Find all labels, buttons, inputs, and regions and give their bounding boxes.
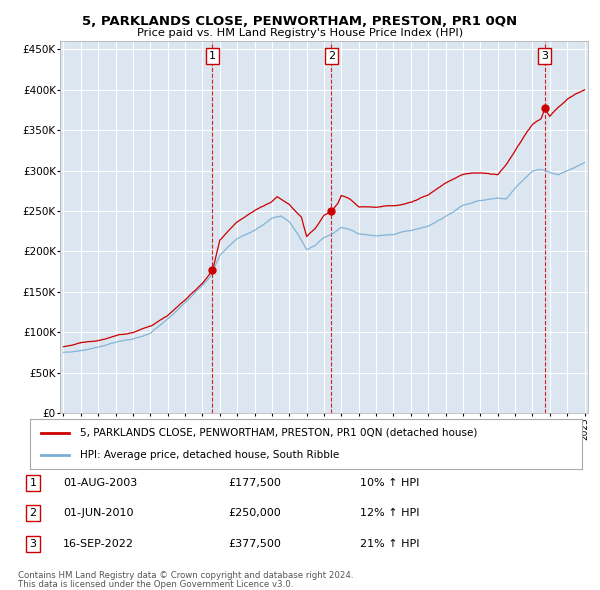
Text: £250,000: £250,000 <box>228 509 281 518</box>
Text: 16-SEP-2022: 16-SEP-2022 <box>63 539 134 549</box>
Text: 3: 3 <box>29 539 37 549</box>
Text: 1: 1 <box>209 51 216 61</box>
Text: 01-JUN-2010: 01-JUN-2010 <box>63 509 133 518</box>
Text: This data is licensed under the Open Government Licence v3.0.: This data is licensed under the Open Gov… <box>18 579 293 589</box>
Text: 01-AUG-2003: 01-AUG-2003 <box>63 478 137 487</box>
Text: 10% ↑ HPI: 10% ↑ HPI <box>360 478 419 487</box>
Text: 1: 1 <box>29 478 37 487</box>
Text: 3: 3 <box>541 51 548 61</box>
Text: 21% ↑ HPI: 21% ↑ HPI <box>360 539 419 549</box>
Text: 5, PARKLANDS CLOSE, PENWORTHAM, PRESTON, PR1 0QN (detached house): 5, PARKLANDS CLOSE, PENWORTHAM, PRESTON,… <box>80 428 477 438</box>
Text: £177,500: £177,500 <box>228 478 281 487</box>
Text: Contains HM Land Registry data © Crown copyright and database right 2024.: Contains HM Land Registry data © Crown c… <box>18 571 353 580</box>
Text: HPI: Average price, detached house, South Ribble: HPI: Average price, detached house, Sout… <box>80 450 339 460</box>
Text: £377,500: £377,500 <box>228 539 281 549</box>
Text: 12% ↑ HPI: 12% ↑ HPI <box>360 509 419 518</box>
Text: 2: 2 <box>29 509 37 518</box>
Text: 5, PARKLANDS CLOSE, PENWORTHAM, PRESTON, PR1 0QN: 5, PARKLANDS CLOSE, PENWORTHAM, PRESTON,… <box>82 15 518 28</box>
Text: 2: 2 <box>328 51 335 61</box>
Text: Price paid vs. HM Land Registry's House Price Index (HPI): Price paid vs. HM Land Registry's House … <box>137 28 463 38</box>
